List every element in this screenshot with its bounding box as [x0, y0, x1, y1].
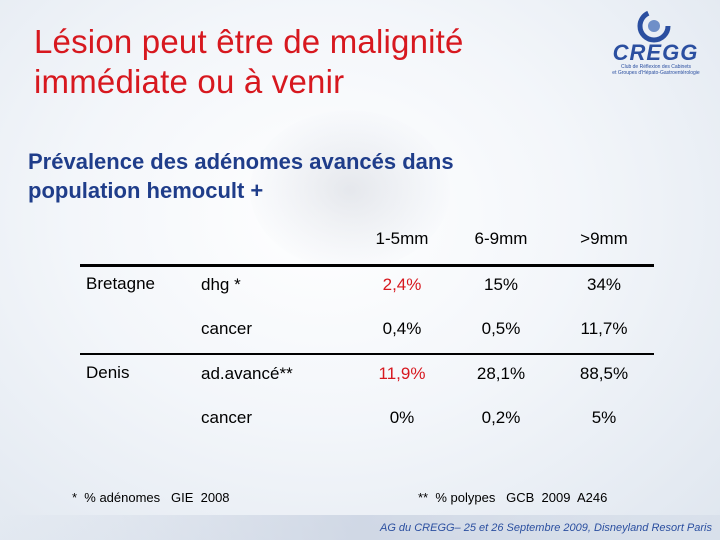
cell-cancer-denis-1-5mm: 0% [389, 408, 415, 427]
cell-ad-avance-over-9mm: 88,5% [579, 364, 629, 383]
footer-text: AG du CREGG– 25 et 26 Septembre 2009, Di… [379, 522, 712, 534]
header-6-9mm: 6-9mm [474, 229, 528, 248]
cell-cancer-denis-over-9mm: 5% [591, 408, 617, 427]
subtitle-line-1: Prévalence des adénomes avancés dans [28, 149, 454, 174]
cell-cancer-denis-6-9mm: 0,2% [481, 408, 521, 427]
footer-band [0, 515, 720, 540]
table-group-rule [80, 353, 654, 355]
cell-dhg-1-5mm: 2,4% [382, 275, 422, 294]
cell-cancer-bretagne-over-9mm: 11,7% [580, 319, 628, 338]
row-label-ad-avance: ad.avancé** [201, 364, 293, 383]
header-over-9mm: >9mm [580, 229, 628, 248]
header-1-5mm: 1-5mm [375, 229, 429, 248]
group-bretagne: Bretagne [86, 274, 155, 293]
logo-name: CREGG [612, 40, 699, 65]
cell-cancer-bretagne-6-9mm: 0,5% [481, 319, 521, 338]
table-header-rule [80, 264, 654, 267]
cell-dhg-over-9mm: 34% [586, 275, 622, 294]
row-label-dhg: dhg * [201, 275, 241, 294]
cell-cancer-bretagne-1-5mm: 0,4% [382, 319, 422, 338]
footnote-right: ** % polypes GCB 2009 A246 [418, 490, 608, 505]
logo-subtitle-line-1: Club de Réflexion des Cabinets [620, 64, 692, 70]
title-line-2: immédiate ou à venir [34, 63, 345, 100]
subtitle-line-2: population hemocult + [28, 178, 264, 203]
logo-subtitle: Club de Réflexion des Cabinets et Groupe… [604, 64, 708, 76]
cell-ad-avance-1-5mm: 11,9% [378, 364, 426, 383]
slide-subtitle: Prévalence des adénomes avancés dans pop… [28, 147, 454, 205]
footnote-left: * % adénomes GIE 2008 [72, 490, 230, 505]
row-label-cancer-bretagne: cancer [201, 319, 253, 338]
cell-ad-avance-6-9mm: 28,1% [476, 364, 526, 383]
logo-subtitle-line-2: et Groupes d'Hépato-Gastroentérologie [612, 70, 700, 76]
cregg-logo-swirl-icon [637, 9, 671, 43]
row-label-cancer-denis: cancer [201, 408, 253, 427]
background-decoration [250, 110, 450, 270]
group-denis: Denis [86, 363, 130, 382]
cregg-logo: CREGG Club de Réflexion des Cabinets et … [598, 8, 713, 80]
title-line-1: Lésion peut être de malignité [34, 23, 464, 60]
slide-title: Lésion peut être de malignité immédiate … [34, 22, 464, 102]
cell-dhg-6-9mm: 15% [483, 275, 519, 294]
